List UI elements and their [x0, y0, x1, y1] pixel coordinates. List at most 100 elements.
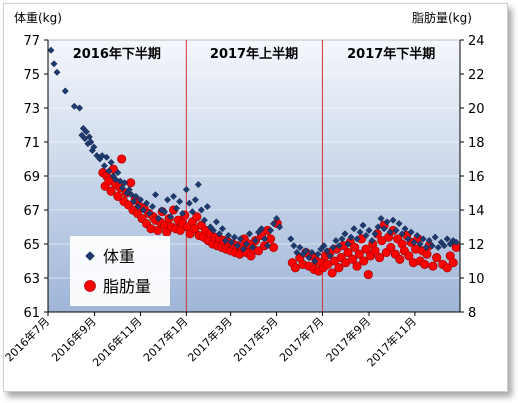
weight-point	[103, 153, 111, 161]
weight-point	[443, 235, 451, 243]
weight-point	[227, 238, 235, 246]
weight-point	[359, 221, 367, 229]
weight-point	[395, 220, 403, 228]
weight-point	[47, 46, 55, 54]
fat-point	[428, 261, 438, 271]
weight-point	[440, 242, 448, 250]
weight-point	[76, 104, 84, 112]
weight-point	[314, 250, 322, 258]
x-tick-label: 2017年5月	[230, 314, 280, 364]
weight-point	[326, 252, 334, 260]
weight-point	[112, 175, 120, 183]
x-tick-label: 2017年3月	[185, 314, 235, 364]
weight-point	[332, 237, 340, 245]
fat-point	[395, 254, 405, 264]
weight-point	[410, 238, 418, 246]
weight-point	[82, 128, 90, 136]
weight-point	[293, 248, 301, 257]
weight-point	[151, 191, 160, 199]
weight-point	[239, 245, 248, 253]
weight-point	[431, 233, 439, 241]
weight-point	[302, 247, 310, 255]
fat-point	[359, 256, 369, 266]
weight-point	[329, 243, 337, 251]
weight-point	[263, 242, 272, 250]
fat-point	[363, 270, 373, 280]
weight-point	[392, 226, 400, 234]
fat-point	[432, 253, 442, 263]
weight-point	[188, 208, 196, 216]
weight-point	[413, 231, 421, 240]
weight-point	[407, 228, 415, 236]
weight-point	[368, 237, 376, 245]
weight-point	[233, 242, 242, 250]
weight-point	[335, 242, 343, 250]
weight-point	[344, 240, 352, 248]
legend-fat-label: 脂肪量	[103, 277, 151, 296]
right-axis-ticks: 8 10 12 14 16 18 20 22 24	[460, 34, 485, 321]
weight-point	[380, 225, 388, 233]
fat-point	[350, 242, 360, 252]
weight-point	[221, 237, 229, 245]
fat-point	[375, 253, 385, 263]
weight-point	[121, 179, 129, 187]
fat-point	[347, 254, 358, 264]
weight-point	[422, 243, 430, 251]
weight-point	[157, 206, 166, 214]
weight-point	[452, 238, 460, 246]
right-tick-label: 16	[468, 170, 485, 185]
weight-point	[236, 235, 245, 243]
fat-point	[113, 191, 123, 201]
weight-point	[374, 223, 382, 231]
weight-point	[389, 216, 397, 224]
right-tick-label: 24	[468, 34, 485, 49]
right-tick-label: 22	[468, 68, 485, 83]
weight-point	[114, 169, 122, 177]
fat-point	[343, 247, 353, 258]
weight-point	[230, 233, 239, 241]
left-tick-label: 69	[23, 170, 40, 185]
weight-point	[257, 225, 266, 233]
weight-point	[61, 87, 69, 95]
weight-point	[142, 199, 151, 207]
weight-point	[323, 247, 331, 255]
weight-point	[179, 209, 187, 217]
left-axis-ticks: 61 63 65 67 69 71 73 75 77	[23, 34, 48, 321]
weight-point	[139, 206, 148, 214]
weight-point	[386, 228, 394, 236]
x-tick-label: 2016年7月	[2, 314, 52, 364]
weight-point	[248, 243, 257, 251]
weight-point	[132, 192, 140, 200]
right-axis-label: 脂肪量(kg)	[412, 10, 472, 25]
weight-point	[154, 214, 163, 223]
x-tick-label: 2017年7月	[276, 314, 326, 364]
fat-point	[370, 246, 380, 256]
left-tick-label: 61	[23, 306, 40, 321]
right-tick-label: 18	[468, 136, 485, 151]
weight-point	[173, 204, 181, 212]
left-tick-label: 75	[23, 68, 40, 83]
weight-point	[305, 254, 313, 262]
fat-series	[98, 154, 461, 280]
x-tick-label: 2017年1月	[140, 314, 190, 364]
weight-point	[176, 197, 184, 206]
weight-point	[365, 226, 373, 234]
left-tick-label: 63	[23, 272, 40, 287]
weight-point	[160, 208, 169, 216]
x-tick-label: 2017年11月	[364, 314, 419, 369]
fat-point	[290, 263, 300, 273]
period-label: 2017年上半期	[210, 46, 298, 62]
weight-point	[353, 235, 361, 243]
weight-point	[350, 225, 358, 233]
weight-point	[191, 196, 199, 204]
weight-point	[100, 162, 108, 170]
weight-point	[203, 203, 211, 211]
legend-box	[70, 236, 170, 306]
weight-point	[290, 242, 298, 250]
left-axis-label: 体重(kg)	[14, 11, 62, 25]
weight-point	[404, 235, 412, 243]
weight-point	[242, 240, 251, 248]
weight-point	[170, 192, 178, 200]
legend-weight-label: 体重	[103, 247, 135, 266]
weight-point	[308, 248, 316, 257]
